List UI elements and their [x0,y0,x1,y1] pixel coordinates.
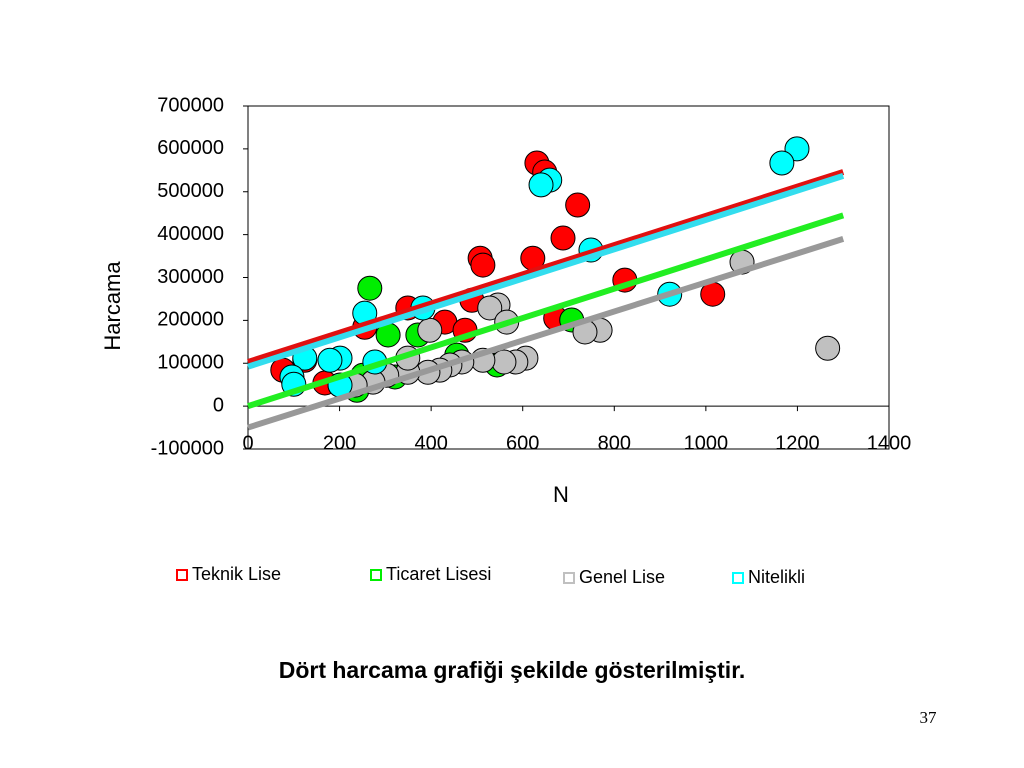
y-tick-label: 400000 [157,223,224,245]
point [357,275,383,301]
x-tick-label: 0 [242,432,253,454]
legend-marker [563,572,575,584]
x-tick-label: 600 [506,432,539,454]
trend-line [247,173,845,370]
point [417,317,443,343]
y-tick-label: 600000 [157,137,224,159]
legend-marker [370,569,382,581]
y-tick-label: 700000 [157,94,224,116]
legend-label: Teknik Lise [192,564,281,584]
legend-marker [176,569,188,581]
point [769,150,795,176]
page-number: 37 [920,708,938,727]
trend-line [247,212,845,409]
legend-label: Genel Lise [579,567,665,587]
point [550,225,576,251]
y-tick-label: 500000 [157,180,224,202]
x-tick-label: 200 [323,432,356,454]
x-tick-label: 400 [414,432,447,454]
point [477,295,503,321]
point [317,347,343,373]
point [815,335,841,361]
caption: Dört harcama grafiği şekilde gösterilmiş… [279,657,746,683]
y-tick-label: 200000 [157,309,224,331]
legend-label: Nitelikli [748,567,805,587]
y-tick-label: 0 [213,394,224,416]
y-axis-title: Harcama [100,261,125,351]
y-tick-label: 100000 [157,352,224,374]
legend-label: Ticaret Lisesi [386,564,491,584]
point [470,252,496,278]
point [491,349,517,375]
y-tick-label: -100000 [151,437,224,459]
trend-line [247,169,845,365]
x-tick-label: 800 [598,432,631,454]
point [565,192,591,218]
x-tick-label: 1400 [867,432,912,454]
x-tick-label: 1000 [684,432,729,454]
trend-line [247,236,845,431]
x-axis-title: N [553,482,569,507]
y-tick-label: 300000 [157,266,224,288]
legend-marker [732,572,744,584]
point [528,172,554,198]
x-tick-label: 1200 [775,432,820,454]
